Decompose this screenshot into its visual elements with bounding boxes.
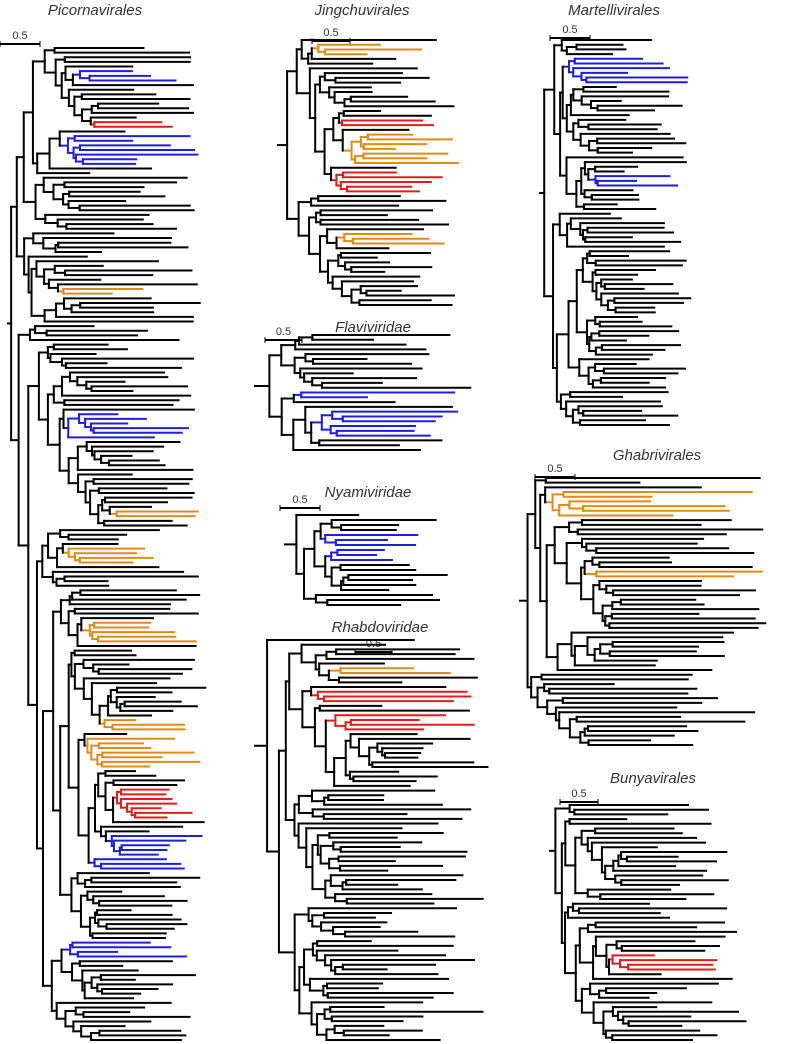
scale-label: 0.5 [292,494,307,506]
panel-title: Flaviviridae [335,319,411,336]
panel-title: Ghabrivirales [613,447,702,464]
panel-title: Jingchuvirales [313,2,410,19]
panel-title: Picornavirales [48,2,143,19]
scale-label: 0.5 [12,30,27,42]
scale-label: 0.5 [547,463,562,475]
panel-title: Martellivirales [568,2,660,19]
scale-label: 0.5 [323,27,338,39]
scale-label: 0.5 [562,24,577,36]
panel-title: Nyamiviridae [325,484,412,501]
scale-label: 0.5 [276,326,291,338]
panel-title: Bunyavirales [610,770,696,787]
panel-title: Rhabdoviridae [332,619,429,636]
scale-label: 0.5 [571,788,586,800]
